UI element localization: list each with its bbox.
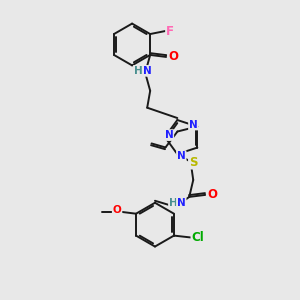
Text: O: O — [168, 50, 178, 63]
Text: H: H — [169, 198, 178, 208]
Text: N: N — [189, 119, 198, 130]
Text: Cl: Cl — [191, 231, 204, 244]
Text: N: N — [164, 130, 173, 140]
Text: N: N — [143, 66, 152, 76]
Text: O: O — [113, 205, 122, 215]
Text: O: O — [207, 188, 217, 201]
Text: H: H — [134, 66, 142, 76]
Text: S: S — [189, 156, 197, 169]
Text: F: F — [166, 25, 174, 38]
Text: N: N — [177, 198, 186, 208]
Text: N: N — [177, 151, 186, 161]
